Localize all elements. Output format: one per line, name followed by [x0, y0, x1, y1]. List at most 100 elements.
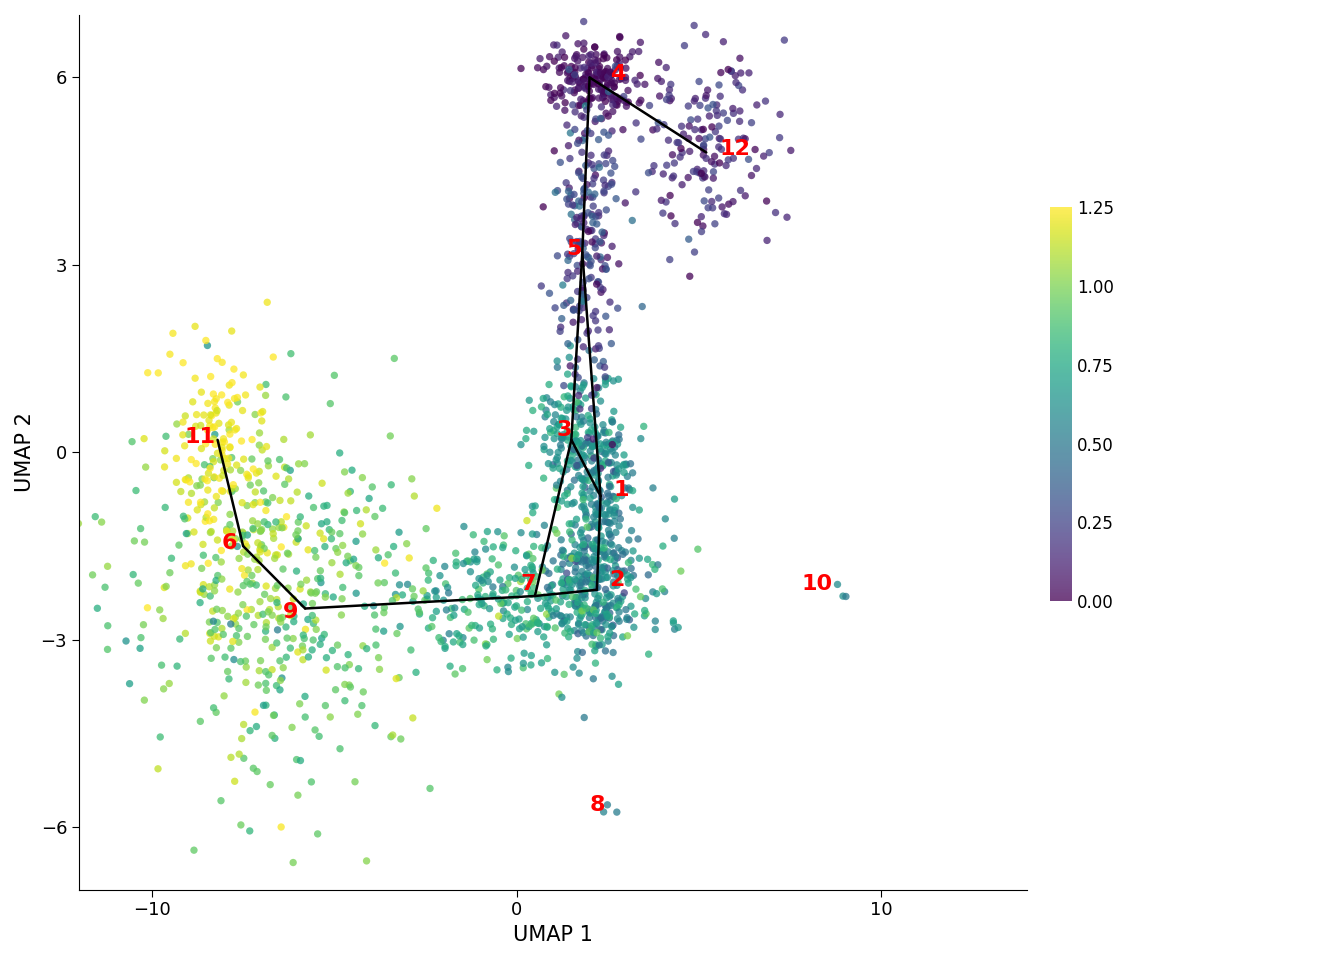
Point [288, 531, 309, 546]
Point [466, 554, 488, 569]
Point [595, 63, 617, 79]
Point [556, 565, 578, 581]
Point [571, 603, 593, 618]
Point [263, 708, 285, 723]
Point [683, 18, 704, 34]
Point [578, 64, 599, 80]
Point [536, 607, 558, 622]
Point [692, 170, 714, 185]
Point [378, 547, 399, 563]
Point [185, 478, 207, 493]
Point [614, 70, 636, 85]
Point [546, 452, 567, 468]
Point [403, 588, 425, 604]
Point [367, 575, 388, 590]
Point [137, 600, 159, 615]
Point [575, 512, 597, 527]
Point [501, 588, 523, 604]
Point [694, 193, 715, 208]
Point [718, 197, 739, 212]
Point [616, 99, 637, 114]
Point [574, 131, 595, 146]
Point [595, 582, 617, 597]
Point [570, 602, 591, 617]
Point [97, 559, 118, 574]
Point [587, 204, 609, 220]
Point [564, 593, 586, 609]
Point [598, 634, 620, 649]
Point [605, 500, 626, 516]
Point [563, 186, 585, 202]
Point [345, 503, 367, 518]
Point [613, 447, 634, 463]
Point [582, 540, 603, 556]
Point [558, 183, 579, 199]
Point [573, 377, 594, 393]
Point [493, 595, 515, 611]
Point [571, 380, 593, 396]
Point [314, 698, 336, 713]
Point [200, 651, 222, 666]
Point [590, 540, 612, 556]
Point [625, 184, 646, 200]
Point [273, 660, 294, 676]
Point [590, 560, 612, 575]
Point [571, 286, 593, 301]
Point [520, 617, 542, 633]
Point [501, 616, 523, 632]
Point [556, 296, 578, 311]
Point [566, 234, 587, 250]
Point [544, 407, 566, 422]
Point [579, 606, 601, 621]
Point [536, 651, 558, 666]
Point [598, 84, 620, 99]
Point [340, 484, 362, 499]
Point [452, 660, 473, 676]
Point [497, 664, 519, 680]
Point [559, 524, 581, 540]
Point [492, 583, 513, 598]
Point [567, 396, 589, 411]
Point [278, 546, 300, 562]
Point [194, 457, 215, 472]
Point [582, 431, 603, 446]
Point [622, 500, 644, 516]
Point [562, 268, 583, 283]
Point [573, 625, 594, 640]
Point [224, 610, 246, 625]
Point [569, 163, 590, 179]
Point [574, 585, 595, 600]
Point [566, 589, 587, 605]
Text: 5: 5 [566, 239, 581, 259]
Point [603, 503, 625, 518]
Point [480, 616, 501, 632]
Point [594, 66, 616, 82]
Point [589, 637, 610, 653]
Point [319, 522, 340, 538]
Point [661, 91, 683, 107]
Point [219, 516, 241, 532]
Point [595, 514, 617, 529]
Point [223, 533, 245, 548]
Point [585, 72, 606, 87]
Point [211, 621, 233, 636]
Point [598, 143, 620, 158]
Point [609, 569, 630, 585]
Point [573, 50, 594, 65]
Point [581, 56, 602, 71]
Point [547, 420, 569, 435]
Point [251, 404, 273, 420]
Point [629, 551, 650, 566]
Text: 4: 4 [610, 64, 625, 84]
Point [259, 777, 281, 792]
Point [582, 671, 603, 686]
Point [585, 637, 606, 653]
Point [577, 325, 598, 341]
Point [434, 640, 456, 656]
Point [222, 634, 243, 649]
Point [575, 70, 597, 85]
Point [218, 422, 239, 438]
Point [597, 148, 618, 163]
Point [183, 524, 204, 540]
Point [219, 507, 241, 522]
